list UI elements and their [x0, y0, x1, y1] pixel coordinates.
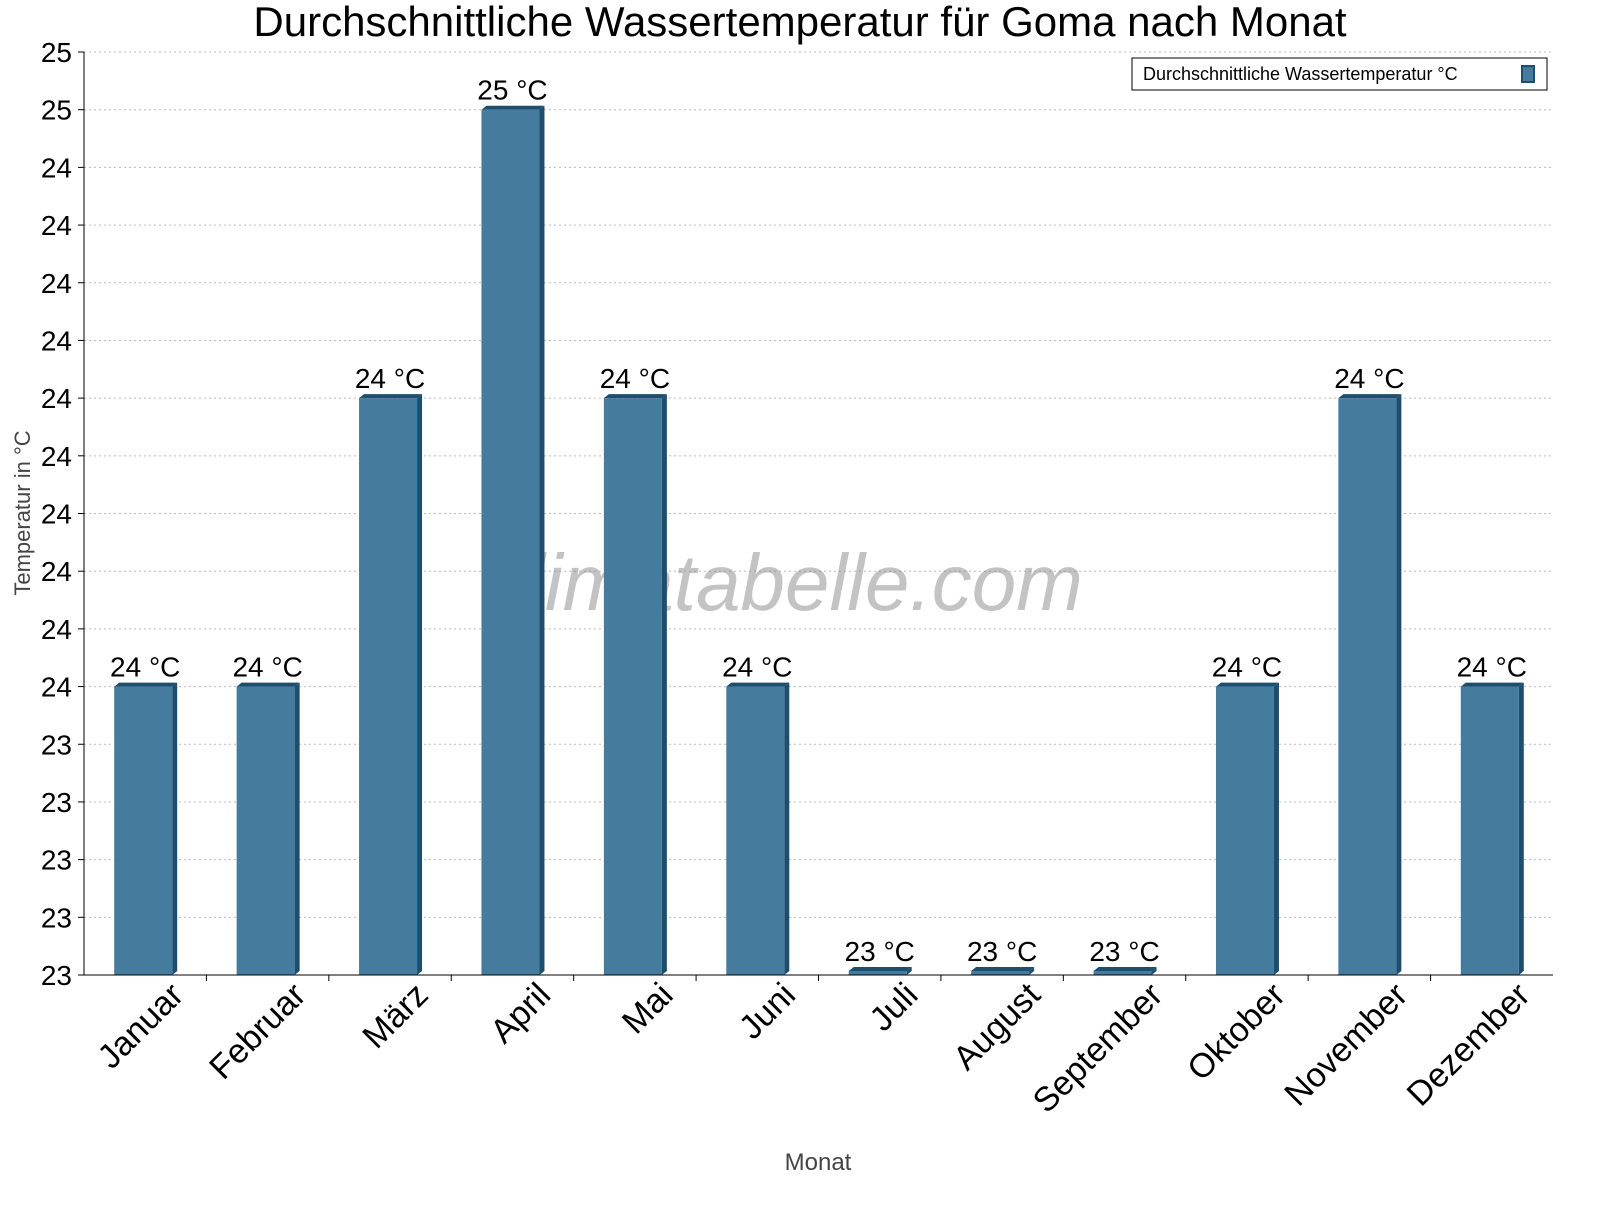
bar-side: [417, 394, 423, 975]
bar-top: [1338, 394, 1402, 399]
x-tick-label: Februar: [202, 976, 313, 1087]
y-tick-label: 23: [41, 729, 72, 760]
data-label: 23 °C: [1089, 936, 1159, 967]
x-tick-label: September: [1026, 976, 1170, 1120]
x-axis-label: Monat: [785, 1149, 852, 1176]
y-tick-label: 24: [41, 268, 72, 299]
bar: [1338, 398, 1397, 975]
bar-top: [603, 394, 667, 399]
data-label: 23 °C: [967, 936, 1037, 967]
bar: [481, 109, 540, 975]
watermark: klimatabelle.com: [487, 538, 1083, 627]
data-label: 24 °C: [232, 652, 302, 683]
data-label: 24 °C: [1212, 652, 1282, 683]
bar: [114, 686, 173, 975]
y-tick-label: 24: [41, 499, 72, 530]
bar-side: [1151, 967, 1157, 975]
bar-top: [848, 967, 912, 971]
y-tick-label: 24: [41, 152, 72, 183]
x-tick-label: Dezember: [1400, 976, 1538, 1114]
bar-top: [1093, 967, 1157, 971]
bar-side: [1518, 682, 1524, 975]
y-tick-label: 23: [41, 960, 72, 991]
x-tick-label: Oktober: [1180, 976, 1292, 1088]
bar-top: [1460, 682, 1524, 687]
bar-side: [294, 682, 300, 975]
x-tick-label: November: [1277, 976, 1415, 1114]
legend-label: Durchschnittliche Wassertemperatur °C: [1143, 64, 1458, 84]
x-tick-label: Juli: [862, 976, 925, 1039]
x-tick-label: Juni: [732, 976, 803, 1047]
legend-swatch: [1521, 65, 1535, 83]
bar: [971, 971, 1030, 975]
y-tick-label: 24: [41, 614, 72, 645]
y-tick-label: 24: [41, 556, 72, 587]
y-axis-label: Temperatur in °C: [10, 430, 35, 595]
bar: [236, 686, 295, 975]
bar: [848, 971, 907, 975]
data-label: 25 °C: [477, 75, 547, 106]
bar-side: [539, 105, 545, 975]
bar: [1460, 686, 1519, 975]
legend: Durchschnittliche Wassertemperatur °C: [1131, 57, 1548, 91]
y-tick-label: 24: [41, 383, 72, 414]
y-tick-label: 24: [41, 210, 72, 241]
data-label: 24 °C: [110, 652, 180, 683]
data-label: 24 °C: [1334, 363, 1404, 394]
bar-side: [661, 394, 667, 975]
bar: [359, 398, 418, 975]
bar-side: [1029, 967, 1035, 975]
data-label: 24 °C: [722, 652, 792, 683]
data-label: 24 °C: [355, 363, 425, 394]
y-tick-label: 25: [41, 95, 72, 126]
data-label: 24 °C: [600, 363, 670, 394]
bar-top: [236, 682, 300, 687]
bar-top: [726, 682, 790, 687]
bar-side: [1396, 394, 1402, 975]
bar-top: [481, 105, 545, 110]
bar-side: [172, 682, 178, 975]
bar: [603, 398, 662, 975]
y-tick-label: 23: [41, 787, 72, 818]
legend-box: [1131, 57, 1548, 91]
x-tick-label: April: [483, 976, 558, 1051]
bar-side: [1273, 682, 1279, 975]
bar: [1215, 686, 1274, 975]
y-tick-label: 25: [41, 37, 72, 68]
bar-top: [114, 682, 178, 687]
data-label: 23 °C: [845, 936, 915, 967]
bar-top: [359, 394, 423, 399]
x-tick-label: März: [355, 976, 435, 1056]
bar-side: [784, 682, 790, 975]
bar-top: [971, 967, 1035, 971]
data-label: 24 °C: [1457, 652, 1527, 683]
chart-title: Durchschnittliche Wassertemperatur für G…: [253, 0, 1347, 45]
x-tick-label: August: [946, 975, 1048, 1077]
y-tick-label: 24: [41, 672, 72, 703]
bar-top: [1215, 682, 1279, 687]
x-tick-label: Mai: [615, 976, 681, 1042]
y-tick-label: 23: [41, 902, 72, 933]
bar: [726, 686, 785, 975]
y-tick-label: 24: [41, 441, 72, 472]
bar: [1093, 971, 1152, 975]
bar-side: [906, 967, 912, 975]
x-tick-label: Januar: [90, 976, 190, 1076]
y-tick-label: 23: [41, 845, 72, 876]
y-tick-label: 24: [41, 325, 72, 356]
